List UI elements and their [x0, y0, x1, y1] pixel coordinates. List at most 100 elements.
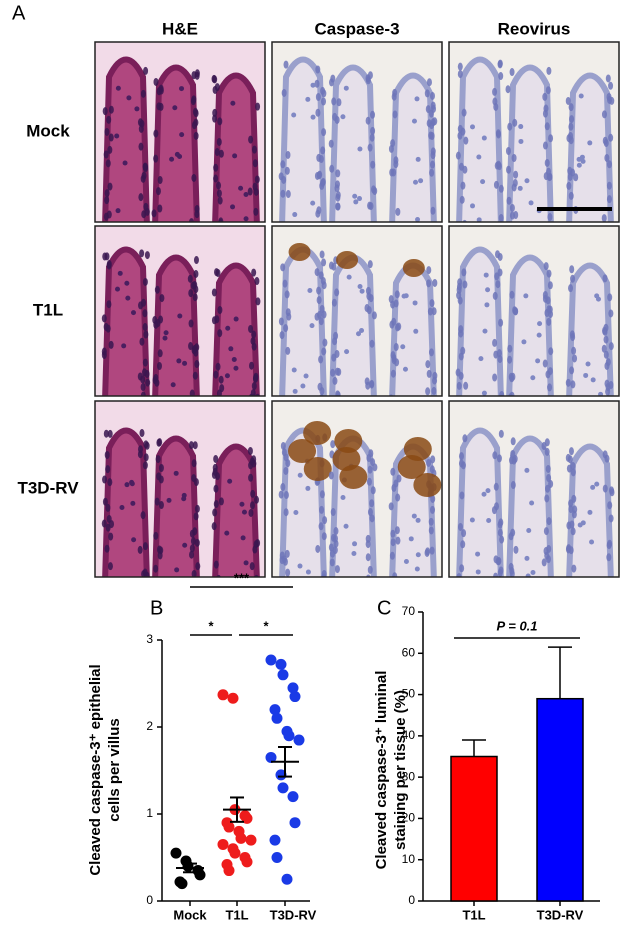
nucleus: [104, 544, 110, 553]
nucleus: [319, 490, 325, 499]
nucleus: [162, 335, 168, 341]
nucleus: [469, 517, 475, 523]
nucleus: [238, 185, 244, 191]
nucleus: [542, 141, 548, 150]
nucleus: [390, 538, 396, 547]
nucleus: [213, 163, 219, 172]
nucleus: [609, 486, 615, 495]
data-point: [271, 712, 283, 724]
nucleus: [485, 287, 491, 293]
caspase-stain: [303, 421, 332, 445]
nucleus: [408, 536, 414, 542]
nucleus: [415, 156, 421, 162]
villus: [506, 64, 554, 222]
nucleus: [568, 447, 574, 456]
data-point: [289, 817, 301, 829]
nucleus: [283, 60, 289, 69]
data-point: [223, 865, 235, 877]
nucleus: [390, 369, 396, 378]
nucleus: [475, 569, 481, 575]
nucleus: [291, 112, 297, 118]
nucleus: [499, 390, 505, 396]
nucleus: [154, 285, 160, 294]
nucleus: [568, 499, 574, 508]
nucleus: [144, 251, 150, 260]
nucleus: [413, 179, 419, 185]
nucleus: [496, 454, 502, 463]
nucleus: [144, 370, 150, 379]
nucleus: [189, 389, 195, 396]
nucleus: [535, 358, 541, 364]
nucleus: [212, 114, 218, 123]
nucleus: [278, 317, 284, 326]
nucleus: [102, 475, 108, 484]
nucleus: [285, 190, 291, 199]
nucleus: [153, 77, 159, 86]
nucleus: [480, 179, 486, 185]
nucleus: [494, 272, 500, 281]
nucleus: [343, 85, 349, 91]
nucleus: [524, 467, 530, 473]
nucleus: [607, 293, 613, 302]
nucleus: [475, 551, 481, 557]
nucleus: [456, 573, 462, 577]
nucleus: [285, 150, 291, 159]
nucleus: [142, 309, 148, 318]
nucleus: [608, 342, 614, 351]
nucleus: [585, 361, 591, 367]
nucleus: [492, 451, 498, 460]
nucleus: [602, 274, 608, 283]
nucleus: [305, 569, 311, 575]
nucleus: [142, 277, 148, 286]
nucleus: [523, 293, 529, 299]
nucleus: [427, 307, 433, 316]
nucleus: [486, 518, 492, 524]
nucleus: [425, 360, 431, 369]
nucleus: [396, 474, 402, 483]
nucleus: [329, 164, 335, 173]
nucleus: [101, 519, 107, 528]
nucleus: [366, 454, 372, 463]
nucleus: [580, 158, 586, 164]
nucleus: [541, 558, 547, 567]
nucleus: [364, 377, 370, 386]
nucleus: [305, 96, 311, 102]
nucleus: [194, 538, 200, 547]
nucleus: [211, 288, 217, 297]
nucleus: [546, 517, 552, 526]
nucleus: [282, 279, 288, 288]
error-bar: [278, 746, 292, 778]
nucleus: [392, 88, 398, 97]
nucleus: [603, 323, 609, 332]
nucleus: [481, 135, 487, 141]
nucleus: [460, 540, 466, 549]
nucleus: [143, 202, 149, 211]
nucleus: [526, 527, 532, 533]
nucleus: [157, 176, 163, 185]
data-point: [275, 769, 287, 781]
nucleus: [607, 95, 613, 104]
nucleus: [153, 373, 159, 382]
nucleus: [545, 86, 551, 95]
nucleus: [142, 461, 148, 470]
bar: [536, 697, 584, 902]
nucleus: [390, 139, 396, 148]
nucleus: [159, 294, 165, 303]
nucleus: [140, 391, 146, 396]
nucleus: [607, 539, 613, 548]
nucleus: [426, 266, 432, 275]
villus: [152, 64, 200, 222]
nucleus: [510, 576, 512, 577]
nucleus: [492, 291, 498, 300]
nucleus: [414, 566, 420, 572]
y-tick-label: 50: [402, 687, 416, 701]
nucleus: [248, 508, 254, 517]
nucleus: [103, 150, 109, 159]
nucleus: [105, 503, 111, 512]
nucleus: [547, 367, 553, 376]
nucleus: [102, 252, 108, 261]
caspase-stain: [339, 465, 368, 489]
nucleus: [369, 499, 375, 508]
nucleus: [388, 295, 394, 304]
nucleus: [224, 373, 230, 379]
